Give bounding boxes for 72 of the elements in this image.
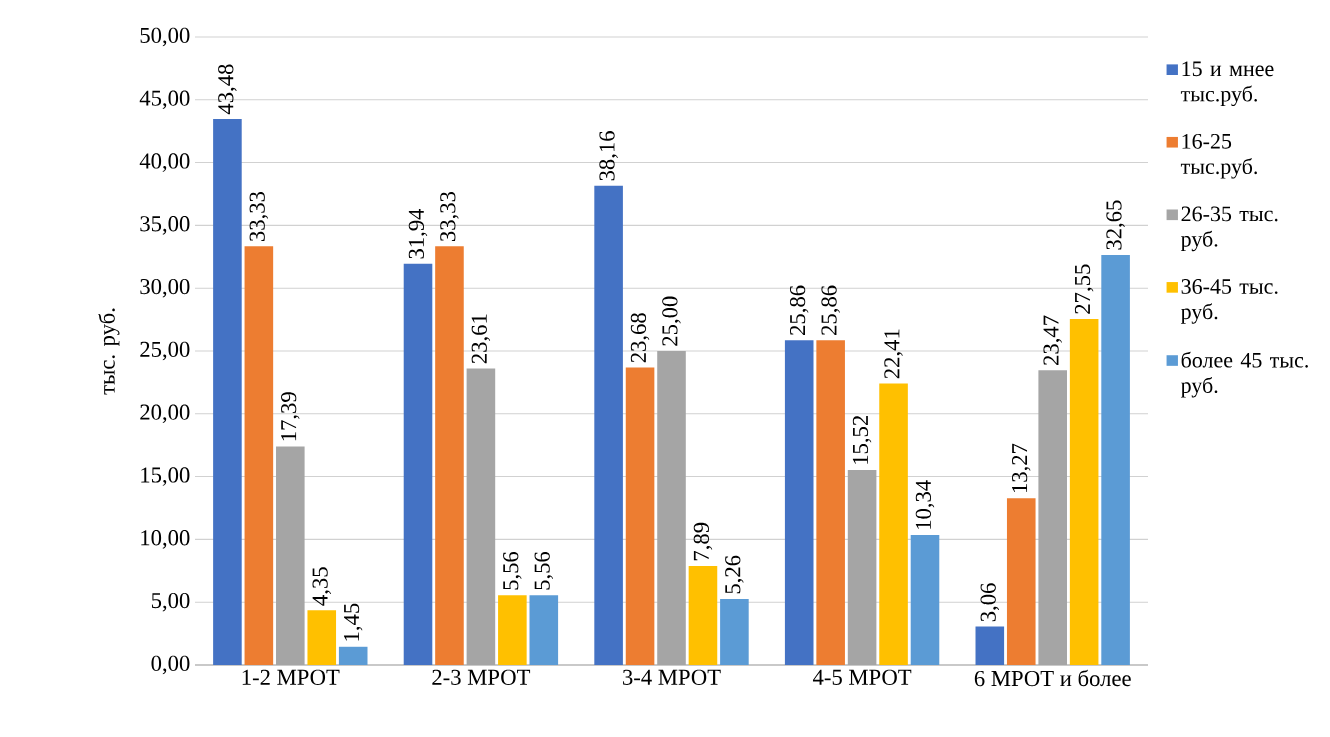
y-tick-label: 5,00: [151, 592, 190, 612]
data-label: 23,47: [1043, 315, 1062, 365]
bar: [1069, 318, 1099, 665]
data-label: 3,06: [980, 583, 1000, 622]
bar: [688, 565, 718, 665]
bar: [910, 535, 940, 665]
bar: [307, 610, 337, 665]
data-label: 25,86: [789, 285, 809, 335]
bar: [625, 367, 655, 665]
x-tick-label: 6 МРОТ и более: [974, 669, 1131, 687]
legend-label: 16-25 тыс.руб.: [1180, 133, 1257, 179]
data-label: 31,94: [408, 208, 428, 259]
y-tick-label: 15,00: [141, 467, 190, 486]
x-tick-label: 2-3 МРОТ: [432, 669, 531, 685]
bar: [784, 340, 814, 665]
bar: [403, 263, 433, 665]
legend-label: 36-45 тыс. руб.: [1180, 279, 1278, 324]
data-label: 5,56: [503, 551, 522, 590]
x-tick-label: 4-5 МРОТ: [812, 669, 912, 685]
y-tick-label: 20,00: [140, 404, 190, 424]
bar: [276, 446, 305, 665]
bar: [975, 626, 1005, 665]
bar: [1101, 254, 1130, 665]
y-axis-title: тыс. руб.: [98, 308, 120, 395]
data-label: 15,52: [852, 416, 872, 464]
data-label: 23,61: [471, 314, 491, 364]
bar: [466, 368, 496, 665]
y-tick-label: 0,00: [151, 655, 190, 675]
bar: [213, 118, 242, 665]
x-tick-label: 1-2 МРОТ: [242, 669, 340, 685]
data-label: 5,56: [534, 551, 554, 590]
bar: [529, 595, 559, 665]
data-label: 33,33: [249, 191, 269, 242]
data-label: 17,39: [281, 392, 300, 441]
bar: [657, 350, 686, 665]
data-label: 38,16: [599, 131, 618, 181]
bar: [720, 598, 749, 665]
y-tick-label: 10,00: [141, 530, 190, 549]
legend-label: 26-35 тыс. руб.: [1180, 206, 1278, 252]
bar: [816, 340, 845, 665]
bar: [879, 383, 908, 665]
bar: [1006, 498, 1036, 665]
y-tick-label: 25,00: [140, 341, 190, 361]
y-tick-label: 35,00: [140, 216, 190, 235]
bar: [847, 470, 877, 665]
data-label: 43,48: [218, 64, 237, 115]
data-label: 23,68: [630, 313, 650, 363]
data-label: 10,34: [915, 480, 935, 529]
bar: [244, 246, 274, 665]
y-tick-label: 40,00: [139, 153, 190, 172]
bar: [435, 246, 464, 665]
data-label: 33,33: [440, 191, 459, 242]
data-label: 32,65: [1106, 200, 1125, 250]
data-label: 5,26: [725, 555, 744, 594]
data-label: 25,86: [821, 285, 840, 335]
y-tick-label: 50,00: [140, 27, 190, 47]
bar: [498, 595, 527, 665]
x-tick-label: 3-4 МРОТ: [623, 669, 721, 685]
bar: [338, 646, 368, 665]
data-label: 25,00: [662, 296, 681, 346]
y-tick-label: 45,00: [139, 90, 190, 110]
legend-label: более 45 тыс. руб.: [1180, 351, 1308, 398]
bar: [594, 185, 623, 665]
legend-label: 15 и мнее тыс.руб.: [1180, 61, 1274, 107]
data-label: 13,27: [1012, 443, 1031, 493]
bar: [1038, 370, 1067, 665]
data-label: 27,55: [1074, 264, 1094, 314]
data-label: 22,41: [884, 329, 903, 379]
data-label: 4,35: [312, 567, 332, 606]
data-label: 1,45: [343, 603, 363, 641]
y-tick-label: 30,00: [140, 278, 190, 298]
data-label: 7,89: [693, 522, 713, 561]
